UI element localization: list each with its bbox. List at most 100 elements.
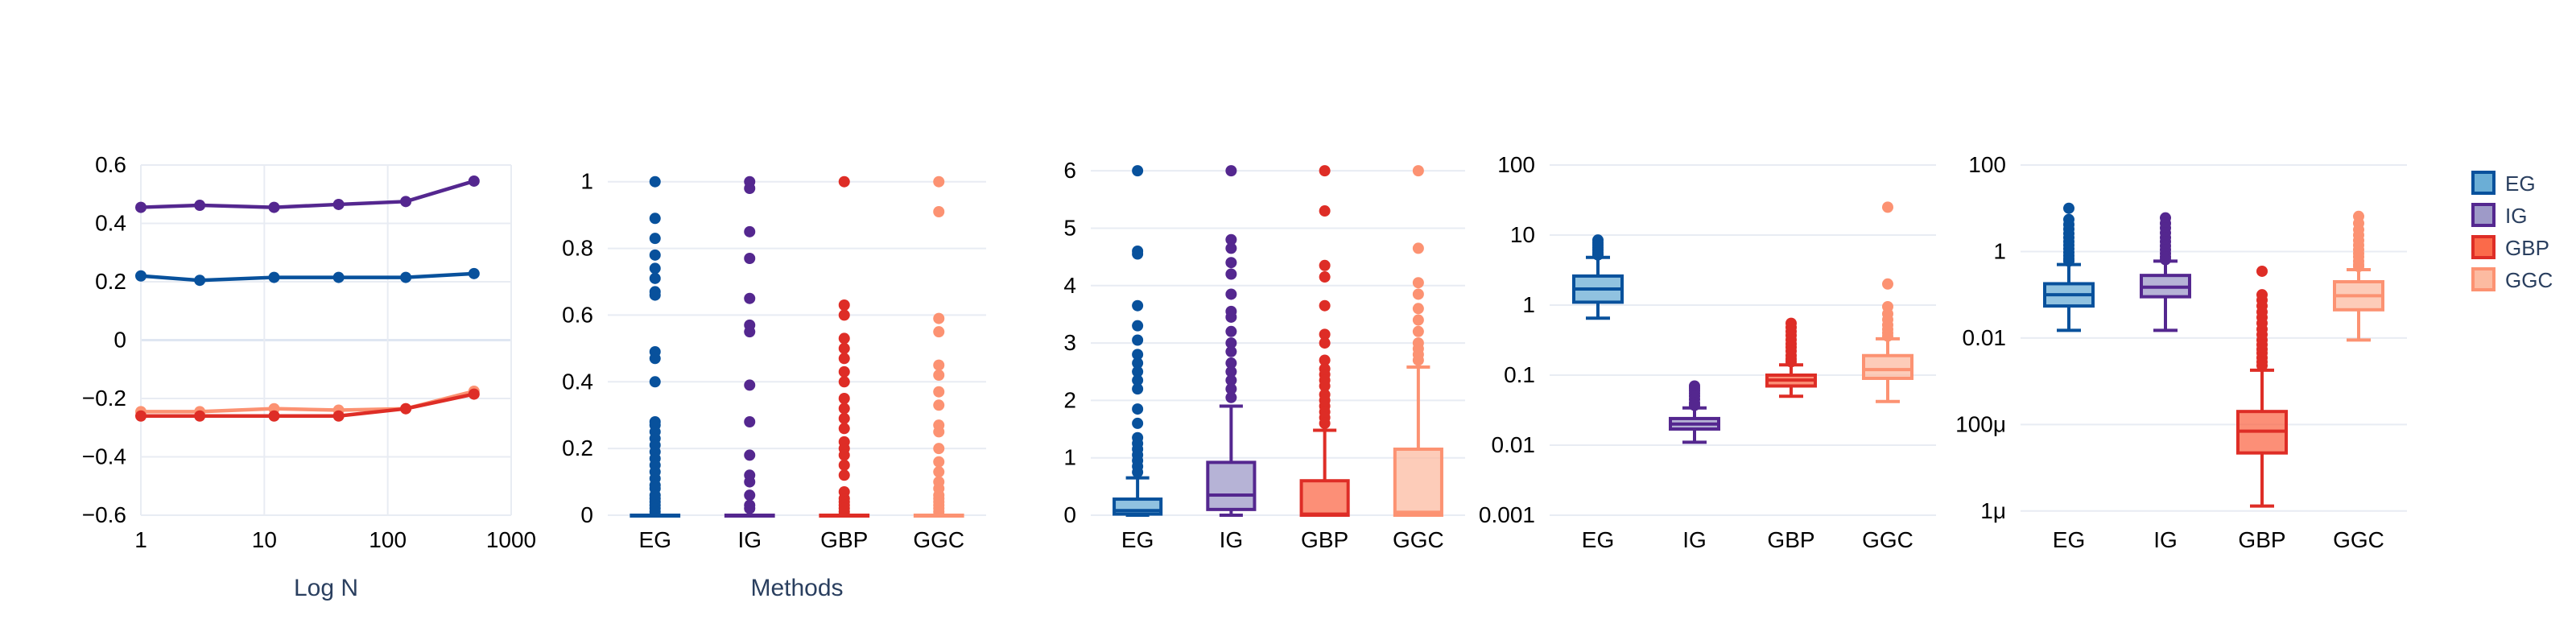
outlier-point (1225, 325, 1237, 337)
outlier-point (2063, 255, 2074, 267)
outlier-point (1412, 242, 1424, 254)
outlier-point (2256, 360, 2268, 372)
chart-panel-4: 100 10 1 0.1 0.01 0.001 EG IG GBP GGC (1479, 152, 1936, 552)
legend-swatch (2471, 203, 2496, 227)
outlier-point (1319, 205, 1331, 217)
data-point-ig (135, 201, 147, 213)
x-tick-label: 1 (134, 527, 147, 552)
outlier-point (1882, 330, 1893, 342)
outlier-point (744, 476, 756, 488)
outlier-point (933, 369, 945, 381)
outlier-point (1132, 417, 1144, 429)
outlier-point (1132, 374, 1144, 386)
box-eg (2043, 202, 2095, 332)
y-tick-label: 3 (1063, 330, 1076, 355)
y-tick-label: 100μ (1955, 411, 2006, 436)
x-axis-title: Methods (750, 575, 843, 601)
x-tick-label: EG (1121, 527, 1154, 552)
y-tick-label: 0.6 (562, 302, 593, 327)
y-tick-label: −0.2 (82, 386, 126, 411)
data-point-eg (400, 271, 412, 283)
x-tick-label: 100 (369, 527, 407, 552)
box-gbp (2236, 265, 2288, 508)
outlier-point (1319, 380, 1331, 392)
outlier-point (744, 379, 756, 391)
box-ggc (2333, 210, 2384, 342)
outlier-point (933, 326, 945, 338)
outlier-point (933, 206, 945, 217)
outlier-point (838, 353, 850, 365)
data-point-gbp (468, 388, 480, 400)
y-tick-label: 1 (580, 169, 593, 194)
x-tick-label: EG (1582, 527, 1614, 552)
box-ggc (1393, 165, 1443, 518)
y-tick-label: 2 (1063, 387, 1076, 412)
outlier-point (838, 393, 850, 404)
y-tick-label: 0 (114, 328, 126, 353)
outlier-point (649, 272, 661, 284)
y-tick-label: 0.8 (562, 236, 593, 261)
outlier-point (1132, 248, 1144, 260)
data-point-ig (194, 200, 206, 212)
outlier-point (1225, 165, 1237, 177)
y-tick-label: 0 (580, 502, 593, 527)
outlier-point (2353, 261, 2364, 273)
y-tick-label: 1 (1522, 292, 1535, 317)
outlier-point (933, 426, 945, 438)
y-tick-label: 0.6 (95, 152, 126, 177)
y-tick-label: −0.4 (82, 444, 126, 469)
x-tick-label: GBP (820, 527, 868, 552)
outlier-point (1225, 357, 1237, 369)
outlier-point (649, 506, 661, 518)
legend-label: GBP (2505, 236, 2549, 260)
outlier-point (1225, 257, 1237, 269)
outlier-point (838, 412, 850, 424)
outlier-point (1132, 357, 1144, 369)
chart-panel-2: 1 0.8 0.6 0.4 0.2 0 EG IG GBP GGC Methods (562, 169, 986, 601)
x-tick-label: GGC (913, 527, 964, 552)
data-point-gbp (135, 410, 147, 422)
legend-swatch (2471, 171, 2496, 195)
x-tick-label: GBP (2238, 527, 2285, 552)
outlier-point (744, 502, 756, 514)
y-tick-label: 0 (1063, 502, 1076, 527)
outlier-point (838, 459, 850, 471)
x-axis-title: Log N (294, 575, 358, 601)
outlier-point (649, 233, 661, 245)
outlier-point (1132, 466, 1144, 478)
data-point-gbp (194, 410, 206, 422)
y-tick-label: 10 (1510, 222, 1535, 247)
outlier-point (838, 332, 850, 345)
outlier-point (1225, 233, 1237, 246)
data-point-ig (400, 196, 412, 208)
y-tick-label: 100 (1497, 152, 1535, 177)
series-line-ggc (141, 389, 475, 414)
outlier-point (1225, 268, 1237, 280)
y-tick-label: 6 (1063, 158, 1076, 183)
outlier-point (838, 309, 850, 321)
outlier-point (838, 376, 850, 388)
outlier-point (1412, 314, 1424, 326)
outlier-point (1412, 354, 1424, 366)
outlier-point (933, 399, 945, 411)
series-line-eg (140, 271, 474, 283)
chart-legend: EG IG GBP GGC (2471, 171, 2553, 292)
outlier-point (1319, 165, 1331, 177)
outlier-point (1412, 165, 1424, 177)
y-tick-label: 0.4 (95, 211, 126, 236)
outlier-point (1319, 417, 1331, 429)
outlier-point (2256, 265, 2268, 277)
outlier-point (1225, 311, 1237, 323)
outlier-point (744, 449, 756, 461)
box-eg (1113, 165, 1163, 517)
x-tick-label: GGC (1862, 527, 1913, 552)
y-tick-label: 0.01 (1963, 325, 2007, 350)
outlier-point (1225, 288, 1237, 300)
x-tick-label: GGC (1393, 527, 1444, 552)
outlier-point (838, 402, 850, 415)
outlier-point (1319, 337, 1331, 349)
outlier-point (838, 342, 850, 354)
legend-item-gbp: GBP (2471, 235, 2549, 260)
x-tick-label: GBP (1301, 527, 1348, 552)
